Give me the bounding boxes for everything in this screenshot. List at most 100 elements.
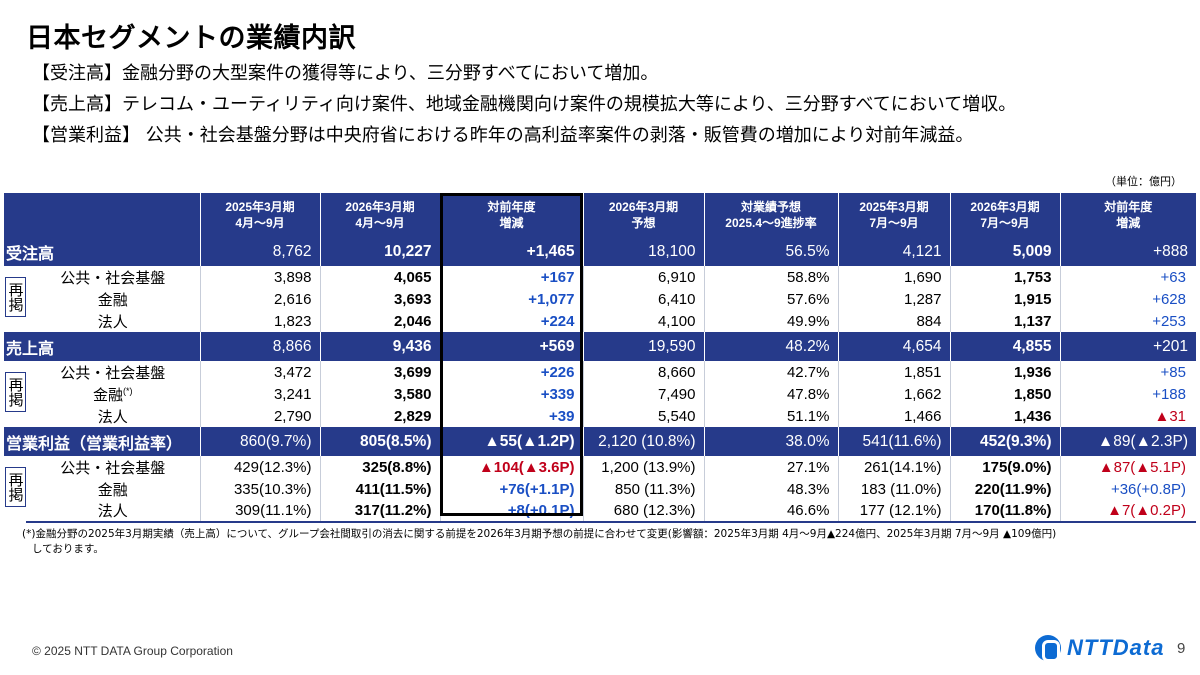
total-cell: 805(8.5%) xyxy=(319,427,440,456)
segment-cell: 1,436 xyxy=(949,405,1060,427)
saikei-cell: 再掲 xyxy=(4,361,26,427)
segment-cell: 3,693 xyxy=(319,288,440,310)
segment-cell: ▲87(▲5.1P) xyxy=(1059,456,1196,478)
segment-cell: 261(14.1%) xyxy=(837,456,950,478)
segment-row: 再掲 公共・社会基盤 3,472 3,699 +226 8,660 42.7% 1,851 1,… xyxy=(4,361,1196,427)
segment-cell: 1,200 (13.9%) xyxy=(582,456,704,478)
total-cell: 38.0% xyxy=(703,427,838,456)
group-total-row: 売上高 8,866 9,436 +569 19,590 48.2% 4,654 4,855 +2… xyxy=(4,332,1196,361)
segment-cell: +63 xyxy=(1059,266,1196,288)
segment-label: 公共・社会基盤 xyxy=(26,456,200,478)
total-cell: ▲55(▲1.2P) xyxy=(439,427,583,456)
segment-cell: 317(11.2%) xyxy=(319,500,440,523)
saikei-label: 再掲 xyxy=(4,372,26,412)
segment-cell: 27.1% xyxy=(703,456,838,478)
bullet-operating-profit: 【営業利益】 公共・社会基盤分野は中央府省における昨年の高利益率案件の剥落・販管… xyxy=(32,125,974,146)
segment-label-text: 法人 xyxy=(97,503,128,520)
saikei-cell: 再掲 xyxy=(4,456,26,522)
segment-cell: +188 xyxy=(1059,383,1196,405)
header-cell: 2025年3月期 4月～9月 xyxy=(199,193,320,237)
segment-cell: 680 (12.3%) xyxy=(582,500,704,523)
ntt-data-logo: NTTData xyxy=(1035,632,1164,664)
total-cell: 56.5% xyxy=(703,237,838,266)
segment-cell: +8(+0.1P) xyxy=(439,500,583,523)
segment-cell: 309(11.1%) xyxy=(199,500,320,523)
total-cell: 19,590 xyxy=(582,332,704,361)
segment-cell: 177 (12.1%) xyxy=(837,500,950,523)
ntt-logo-icon xyxy=(1035,635,1061,662)
segment-label-text: 金融 xyxy=(97,481,128,499)
segment-cell: 1,823 xyxy=(199,310,320,332)
segment-cell: 429(12.3%) xyxy=(199,456,320,478)
summary-bullets: 【受注高】金融分野の大型案件の獲得等により、三分野すべてにおいて増加。 【売上高… xyxy=(32,58,1016,151)
segment-row: 金融(*) 3,241 3,580 +339 7,490 47.8% 1,662 1,850 +… xyxy=(4,383,1196,405)
header-cell: 2026年3月期 4月～9月 xyxy=(319,193,440,237)
segment-cell: 2,046 xyxy=(319,310,440,332)
table-header-row: 2025年3月期 4月～9月 2026年3月期 4月～9月 対前年度 増減 2026年… xyxy=(4,193,1196,237)
copyright: © 2025 NTT DATA Group Corporation xyxy=(32,644,233,658)
logo-text: NTTData xyxy=(1067,635,1165,660)
segment-cell: ▲31 xyxy=(1059,405,1196,427)
segment-performance-table: 2025年3月期 4月～9月 2026年3月期 4月～9月 対前年度 増減 2026年… xyxy=(4,193,1196,523)
total-cell: +201 xyxy=(1059,332,1196,361)
total-cell: 4,121 xyxy=(837,237,950,266)
segment-label: 法人 xyxy=(26,500,200,523)
bullet-orders: 【受注高】金融分野の大型案件の獲得等により、三分野すべてにおいて増加。 xyxy=(32,63,659,84)
segment-cell: 1,690 xyxy=(837,266,950,288)
segment-cell: 2,616 xyxy=(199,288,320,310)
total-cell: 18,100 xyxy=(582,237,704,266)
total-cell: 541(11.6%) xyxy=(837,427,950,456)
segment-row: 法人 2,790 2,829 +39 5,540 51.1% 1,466 1,436 ▲31 xyxy=(4,405,1196,427)
segment-label-text: 金融 xyxy=(92,386,123,404)
segment-label: 公共・社会基盤 xyxy=(26,266,200,288)
segment-label: 金融(*) xyxy=(26,383,200,405)
page-number: 9 xyxy=(1177,640,1186,657)
group-total-row: 営業利益（営業利益率） 860(9.7%) 805(8.5%) ▲55(▲1.2P) 2… xyxy=(4,427,1196,456)
segment-cell: ▲104(▲3.6P) xyxy=(439,456,583,478)
total-cell: 48.2% xyxy=(703,332,838,361)
total-cell: +1,465 xyxy=(439,237,583,266)
segment-cell: 48.3% xyxy=(703,478,838,500)
segment-cell: 42.7% xyxy=(703,361,838,383)
group-total-row: 受注高 8,762 10,227 +1,465 18,100 56.5% 4,121 5,00… xyxy=(4,237,1196,266)
segment-cell: 58.8% xyxy=(703,266,838,288)
segment-cell: 183 (11.0%) xyxy=(837,478,950,500)
segment-row: 金融 2,616 3,693 +1,077 6,410 57.6% 1,287 1,915 +6… xyxy=(4,288,1196,310)
header-cell: 2026年3月期 7月～9月 xyxy=(949,193,1060,237)
header-cell: 対前年度 増減 xyxy=(439,193,583,237)
total-cell: 452(9.3%) xyxy=(949,427,1060,456)
segment-cell: ▲7(▲0.2P) xyxy=(1059,500,1196,523)
segment-label-text: 公共・社会基盤 xyxy=(60,269,166,287)
segment-cell: 220(11.9%) xyxy=(949,478,1060,500)
segment-cell: 8,660 xyxy=(582,361,704,383)
segment-row: 再掲 公共・社会基盤 429(12.3%) 325(8.8%) ▲104(▲3.6P) 1… xyxy=(4,456,1196,522)
group-label: 受注高 xyxy=(4,237,200,266)
segment-row: 法人 1,823 2,046 +224 4,100 49.9% 884 1,137 +253 xyxy=(4,310,1196,332)
segment-label: 法人 xyxy=(26,310,200,332)
total-cell: 860(9.7%) xyxy=(199,427,320,456)
total-cell: 4,654 xyxy=(837,332,950,361)
segment-row: 再掲 公共・社会基盤 3,898 4,065 +167 6,910 58.8% 1,690 1,… xyxy=(4,266,1196,332)
header-cell: 対業績予想 2025.4～9進捗率 xyxy=(703,193,838,237)
segment-cell: 7,490 xyxy=(582,383,704,405)
total-cell: +888 xyxy=(1059,237,1196,266)
total-cell: 4,855 xyxy=(949,332,1060,361)
segment-cell: 170(11.8%) xyxy=(949,500,1060,523)
segment-cell: 1,287 xyxy=(837,288,950,310)
segment-cell: 5,540 xyxy=(582,405,704,427)
segment-cell: +167 xyxy=(439,266,583,288)
bullet-revenue: 【売上高】テレコム・ユーティリティ向け案件、地域金融機関向け案件の規模拡大等によ… xyxy=(32,94,1017,115)
segment-cell: 3,472 xyxy=(199,361,320,383)
total-cell: 9,436 xyxy=(319,332,440,361)
total-cell: 5,009 xyxy=(949,237,1060,266)
header-cell: 2025年3月期 7月～9月 xyxy=(837,193,950,237)
segment-cell: +224 xyxy=(439,310,583,332)
footnote: (*)金融分野の2025年3月期実績（売上高）について、グループ会社間取引の消去… xyxy=(22,528,1057,540)
group-label: 営業利益（営業利益率） xyxy=(4,427,200,456)
saikei-label: 再掲 xyxy=(4,467,26,507)
group-label: 売上高 xyxy=(4,332,200,361)
segment-cell: 1,662 xyxy=(837,383,950,405)
segment-cell: 46.6% xyxy=(703,500,838,523)
segment-cell: 411(11.5%) xyxy=(319,478,440,500)
segment-cell: +226 xyxy=(439,361,583,383)
